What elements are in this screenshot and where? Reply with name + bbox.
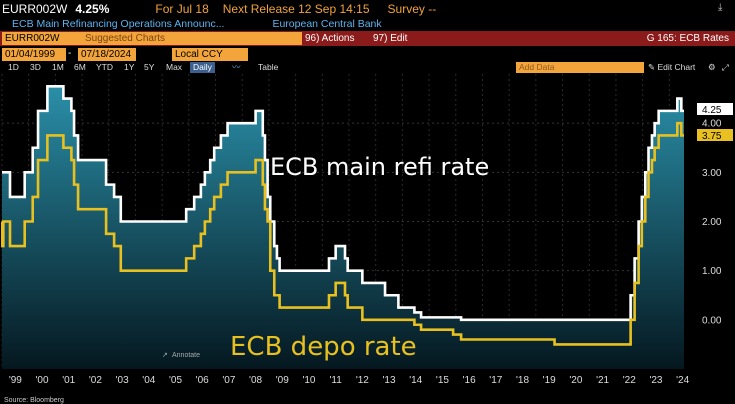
x-tick-label: '04 [142, 375, 155, 386]
range-max[interactable]: Max [166, 62, 183, 72]
graph-title: G 165: ECB Rates [560, 32, 732, 45]
x-tick-label: '14 [409, 375, 422, 386]
gear-icon[interactable]: ⚙ [708, 62, 716, 72]
security-description: ECB Main Refinancing Operations Announc.… [12, 18, 225, 30]
expand-icon[interactable]: ⤢ [722, 62, 729, 72]
actions-menu[interactable]: 96) Actions [302, 32, 366, 45]
range-ytd[interactable]: YTD [96, 62, 113, 72]
x-tick-label: '15 [436, 375, 449, 386]
edit-chart-label: Edit Chart [657, 62, 696, 72]
x-tick-label: '05 [169, 375, 182, 386]
x-tick-label: '02 [89, 375, 102, 386]
frequency-select[interactable]: Daily [190, 62, 215, 73]
x-tick-label: '20 [569, 375, 582, 386]
depo-rate-line [0, 121, 684, 346]
range-5y[interactable]: 5Y [144, 62, 155, 72]
x-tick-label: '01 [62, 375, 75, 386]
add-data-field[interactable]: Add Data [516, 62, 644, 73]
x-tick-label: '03 [116, 375, 129, 386]
main-refi-line [2, 84, 684, 322]
range-1m[interactable]: 1M [52, 62, 64, 72]
x-tick-label: '10 [302, 375, 315, 386]
next-release: Next Release 12 Sep 14:15 [222, 1, 370, 16]
range-3d[interactable]: 3D [30, 62, 41, 72]
x-tick-label: '06 [196, 375, 209, 386]
pencil-icon: ✎ [648, 62, 656, 72]
x-tick-label: '16 [463, 375, 476, 386]
last-price: 4.25% [75, 1, 110, 16]
annotate-icon[interactable]: ↗ [162, 352, 168, 359]
depo-rate-annotation: ECB depo rate [230, 332, 417, 362]
ticker-symbol[interactable]: EURR002W [2, 1, 68, 16]
x-tick-label: '08 [249, 375, 262, 386]
start-date-field[interactable]: 01/04/1999 [2, 48, 66, 61]
source-footer: Source: Bloomberg [4, 397, 64, 404]
x-tick-label: '18 [516, 375, 529, 386]
range-1d[interactable]: 1D [8, 62, 19, 72]
range-1y[interactable]: 1Y [124, 62, 135, 72]
x-tick-label: '23 [649, 375, 662, 386]
x-tick-label: '11 [330, 375, 343, 386]
rates-chart: 0.001.002.003.004.00 '99'00'01'02'03'04 '… [0, 74, 733, 404]
x-tick-label: '07 [222, 375, 235, 386]
x-tick-label: '13 [383, 375, 396, 386]
suggested-charts-field[interactable]: Suggested Charts [82, 32, 302, 45]
line-chart-icon[interactable]: 〰 [232, 62, 241, 72]
range-6m[interactable]: 6M [74, 62, 86, 72]
main-rate-annotation: ECB main refi rate [270, 153, 489, 181]
y-axis: 0.00 1.00 2.00 3.00 4.00 [702, 119, 722, 327]
x-tick-label: '99 [9, 375, 22, 386]
y-tick-label: 2.00 [702, 217, 722, 228]
x-tick-label: '17 [489, 375, 502, 386]
description-row: ECB Main Refinancing Operations Announc.… [0, 17, 735, 31]
y-tick-label: 3.00 [702, 168, 722, 179]
main-last-value-badge [697, 103, 733, 115]
x-tick-label: '24 [676, 375, 689, 386]
export-icon[interactable]: ⤓ [718, 2, 723, 13]
for-date: For Jul 18 [155, 1, 209, 16]
y-tick-label: 4.00 [702, 119, 722, 130]
main-last-value: 4.25 [702, 105, 722, 116]
edit-menu[interactable]: 97) Edit [370, 32, 422, 45]
table-button[interactable]: Table [258, 62, 279, 72]
edit-chart-button[interactable]: ✎ Edit Chart [648, 62, 695, 73]
x-tick-label: '19 [543, 375, 556, 386]
x-tick-label: '12 [356, 375, 369, 386]
y-tick-label: 1.00 [702, 266, 722, 277]
quote-header: EURR002W 4.25% For Jul 18 Next Release 1… [0, 0, 735, 17]
x-tick-label: '22 [623, 375, 636, 386]
annotate-button[interactable]: Annotate [172, 352, 200, 359]
survey: Survey -- [387, 1, 437, 16]
x-axis: '99 '00 '01 '02 '03 '04 '05 '06 '07 '08 '09 '10 '11 '… [9, 375, 690, 386]
depo-last-value: 3.75 [702, 131, 722, 142]
currency-select[interactable]: Local CCY [172, 48, 248, 61]
x-tick-label: '00 [36, 375, 49, 386]
data-source: European Central Bank [272, 18, 382, 30]
x-tick-label: '21 [596, 375, 609, 386]
main-rate-area [2, 86, 684, 370]
date-separator: - [68, 48, 72, 59]
x-tick-label: '09 [276, 375, 289, 386]
end-date-field[interactable]: 07/18/2024 [78, 48, 136, 61]
ticker-field[interactable]: EURR002W Index [2, 32, 82, 57]
depo-last-value-badge [697, 129, 733, 141]
y-tick-label: 0.00 [702, 315, 722, 326]
